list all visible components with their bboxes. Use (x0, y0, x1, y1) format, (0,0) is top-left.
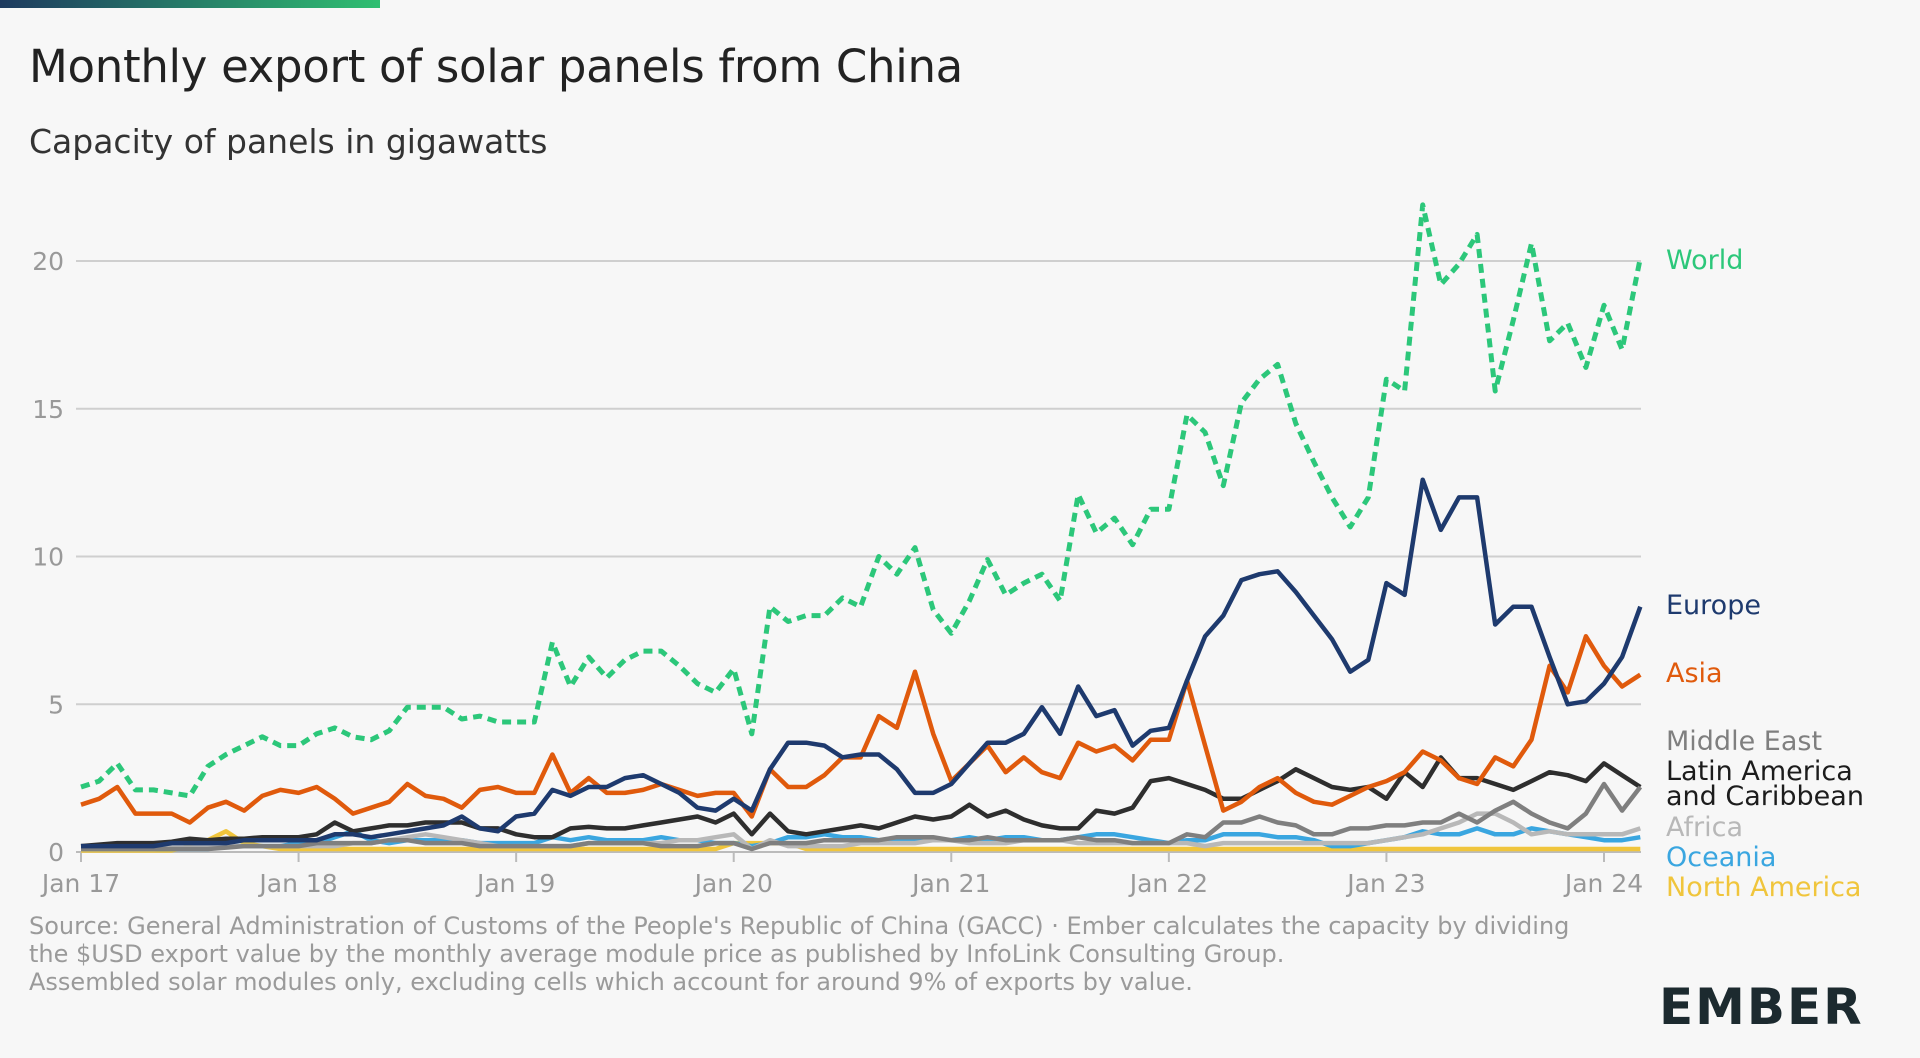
x-tick-label: Jan 22 (1128, 869, 1208, 898)
x-tick-label: Jan 19 (475, 869, 555, 898)
series-line-latin-america-and-caribbean (80, 755, 1642, 849)
legend-label: World (1666, 245, 1743, 276)
x-tick-label: Jan 24 (1563, 869, 1643, 898)
chart-title: Monthly export of solar panels from Chin… (29, 40, 963, 93)
y-tick-label: 0 (48, 838, 64, 867)
y-tick-label: 20 (32, 247, 64, 276)
legend-label: North America (1666, 872, 1861, 903)
legend-label: Africa (1666, 812, 1743, 843)
series-line-europe (81, 477, 1643, 849)
ember-logo: EMBER (1659, 978, 1864, 1036)
series-line-middle-east (81, 781, 1643, 852)
y-tick-label: 15 (32, 395, 64, 424)
brand-accent-bar (0, 0, 380, 8)
source-note: Source: General Administration of Custom… (29, 912, 1589, 996)
x-tick-label: Jan 21 (910, 869, 990, 898)
x-tick-label: Jan 17 (40, 869, 120, 898)
series-line-north-america (81, 829, 1641, 853)
series-line-world (80, 202, 1643, 799)
chart-subtitle: Capacity of panels in gigawatts (29, 122, 548, 161)
source-line: Source: General Administration of Custom… (29, 912, 1570, 968)
y-tick-label: 5 (48, 690, 64, 719)
legend-label: Europe (1666, 590, 1761, 621)
legend-label: Oceania (1666, 842, 1776, 873)
legend-label: Asia (1666, 658, 1723, 689)
legend-label: Latin America and Caribbean (1666, 756, 1864, 812)
y-tick-label: 10 (32, 543, 64, 572)
legend-label: Middle East (1666, 726, 1822, 757)
x-tick-label: Jan 20 (693, 869, 773, 898)
series-line-asia (80, 634, 1642, 825)
x-tick-label: Jan 18 (257, 869, 337, 898)
x-tick-label: Jan 23 (1345, 869, 1425, 898)
source-line: Assembled solar modules only, excluding … (29, 968, 1193, 996)
